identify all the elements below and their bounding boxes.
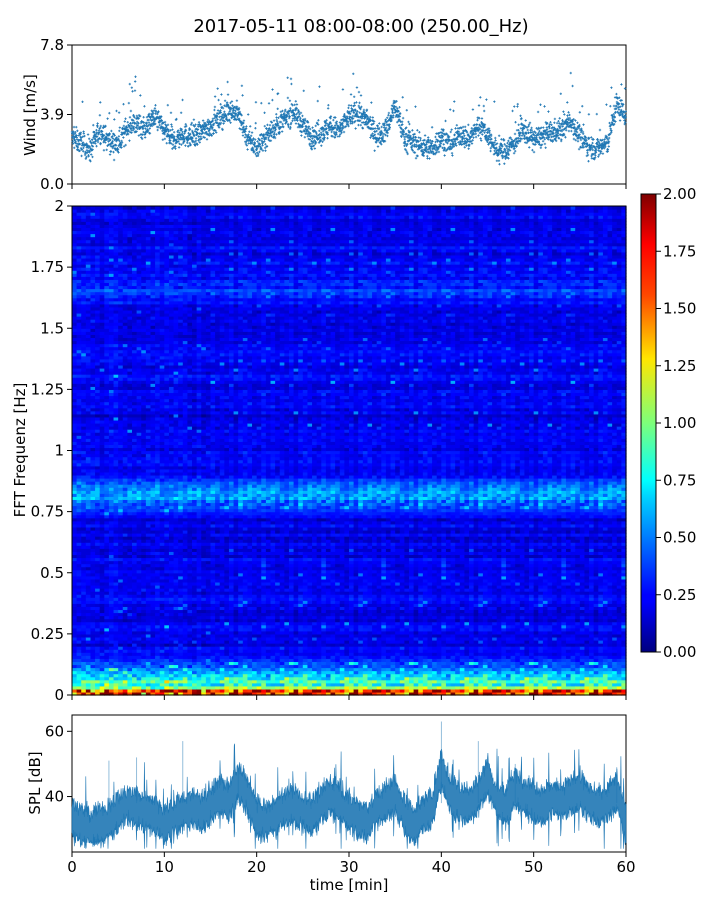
wind-y-tick-label: 3.9 (40, 106, 64, 124)
spectrogram-cell (77, 206, 82, 210)
wind-y-tick-label: 7.8 (40, 36, 64, 54)
spectrogram-cells (72, 206, 627, 696)
spectrogram-cell (114, 206, 119, 210)
spectrogram-cell (72, 206, 77, 210)
wind-y-tick-label: 0.0 (40, 175, 64, 193)
spectrogram-panel: 00.250.50.7511.251.51.752 FFT Frequenz [… (11, 197, 627, 704)
wind-y-ticks: 0.0 3.9 7.8 (40, 36, 72, 193)
figure-title: 2017-05-11 08:00-08:00 (250.00_Hz) (193, 16, 528, 37)
spectrogram-cell (95, 206, 100, 210)
wind-y-label: Wind [m/s] (21, 74, 39, 156)
spectrogram-cell (118, 206, 123, 210)
spectrogram-cell (86, 206, 91, 210)
spectrogram-cell (109, 206, 114, 210)
spectrogram-cell (81, 206, 86, 210)
spectrogram-cell (100, 206, 105, 210)
wind-x-ticks (72, 184, 626, 189)
spectrogram-cell (123, 206, 128, 210)
spectrogram-cell (104, 206, 109, 210)
wind-panel: 0.0 3.9 7.8 Wind [m/s] (21, 36, 627, 193)
spectrogram-cell (90, 206, 95, 210)
